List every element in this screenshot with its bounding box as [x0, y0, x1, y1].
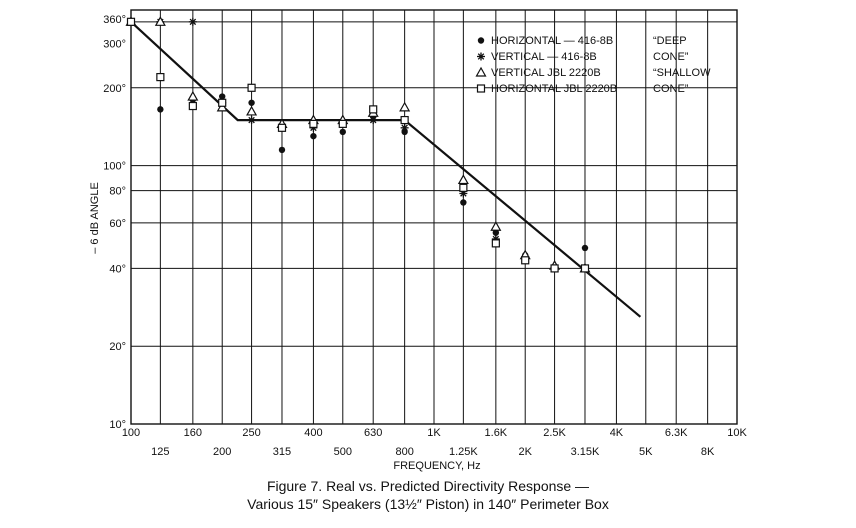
point-dot: [339, 128, 346, 136]
point-square: [188, 101, 197, 111]
legend-triangle-icon: [475, 66, 487, 77]
point-square: [338, 119, 347, 128]
point-dot: [581, 244, 589, 252]
point-square: [277, 123, 287, 132]
y-tick-label: 40°: [109, 263, 126, 275]
x-tick-label: 1K: [427, 427, 441, 439]
point-dot: [248, 99, 255, 106]
x-tick-label: 2.5K: [543, 427, 566, 439]
predicted-line-layer: [130, 20, 642, 318]
point-square: [369, 105, 378, 114]
x-tick-label: 200: [213, 446, 231, 458]
x-tick-label: 250: [242, 427, 260, 439]
y-tick-label: 300°: [103, 38, 126, 50]
point-square: [156, 72, 165, 82]
point-asterisk: [400, 123, 409, 132]
point-asterisk: [369, 116, 378, 125]
x-tick-label: 6.3K: [665, 427, 688, 439]
point-dot: [492, 229, 500, 236]
point-dot: [310, 132, 317, 140]
point-dot: [219, 93, 226, 100]
point-square: [247, 83, 256, 92]
legend-label: HORIZONTAL JBL 2220B: [491, 83, 617, 95]
y-tick-label: 360°: [103, 14, 126, 26]
data-points-layer: [125, 16, 591, 273]
point-triangle: [399, 101, 411, 112]
tick-labels: 100 125 160 200 250 315 400 500 630 800 1K 1.25K 1.6…: [103, 14, 747, 458]
x-axis-title: FREQUENCY, Hz: [393, 460, 480, 472]
x-tick-label: 1.25K: [449, 446, 478, 458]
point-triangle: [187, 90, 199, 101]
point-square: [491, 239, 500, 248]
point-square: [126, 17, 136, 26]
legend-group-label: “DEEP CONE”: [653, 35, 689, 63]
figure-title: Figure 7. Real vs. Predicted Directivity…: [266, 478, 590, 494]
point-dot: [157, 106, 164, 113]
x-tick-label: 500: [334, 446, 352, 458]
x-tick-label: 125: [151, 446, 169, 458]
point-triangle: [154, 16, 166, 26]
legend-dot-icon: [477, 37, 485, 44]
x-tick-label: 800: [395, 446, 413, 458]
x-tick-label: 3.15K: [571, 446, 600, 458]
point-square: [218, 98, 227, 107]
grid-layer: [130, 9, 738, 425]
x-tick-label: 100: [122, 427, 140, 439]
point-asterisk: [247, 116, 256, 125]
x-tick-label: 400: [304, 427, 322, 439]
point-triangle: [490, 220, 502, 231]
legend-label: VERTICAL JBL 2220B: [491, 67, 601, 79]
legend: HORIZONTAL — 416-8B VERTICAL — 416-8B VERT…: [475, 35, 711, 95]
x-tick-label: 4K: [610, 427, 624, 439]
y-tick-label: 60°: [109, 218, 126, 230]
point-square: [309, 119, 318, 128]
x-tick-label: 1.6K: [485, 427, 508, 439]
point-triangle: [457, 174, 469, 185]
y-axis-title: – 6 dB ANGLE: [89, 182, 101, 254]
legend-label: HORIZONTAL — 416-8B: [491, 35, 613, 47]
x-tick-label: 2K: [518, 446, 532, 458]
point-dot: [278, 146, 286, 154]
y-tick-label: 80°: [109, 186, 126, 198]
x-tick-label: 160: [184, 427, 202, 439]
y-tick-label: 10°: [109, 419, 126, 431]
point-square: [521, 256, 530, 265]
y-tick-label: 200°: [103, 83, 126, 95]
legend-label: VERTICAL — 416-8B: [491, 51, 597, 63]
legend-asterisk-icon: [477, 52, 485, 61]
point-square: [400, 115, 409, 125]
x-tick-label: 630: [364, 427, 382, 439]
y-tick-label: 20°: [109, 341, 126, 353]
point-square: [580, 264, 590, 273]
legend-group-label: “SHALLOW CONE”: [653, 67, 711, 95]
x-tick-label: 10K: [727, 427, 747, 439]
figure-subtitle: Various 15″ Speakers (13½″ Piston) in 14…: [247, 496, 609, 512]
point-dot: [460, 199, 467, 206]
point-square: [459, 183, 468, 192]
legend-square-icon: [476, 84, 486, 93]
point-asterisk: [188, 17, 197, 26]
predicted-response-line: [130, 20, 642, 318]
point-square: [550, 264, 559, 273]
x-tick-label: 8K: [701, 446, 715, 458]
x-tick-label: 315: [273, 446, 291, 458]
y-tick-label: 100°: [103, 161, 126, 173]
point-triangle: [246, 105, 258, 116]
x-tick-label: 5K: [639, 446, 653, 458]
